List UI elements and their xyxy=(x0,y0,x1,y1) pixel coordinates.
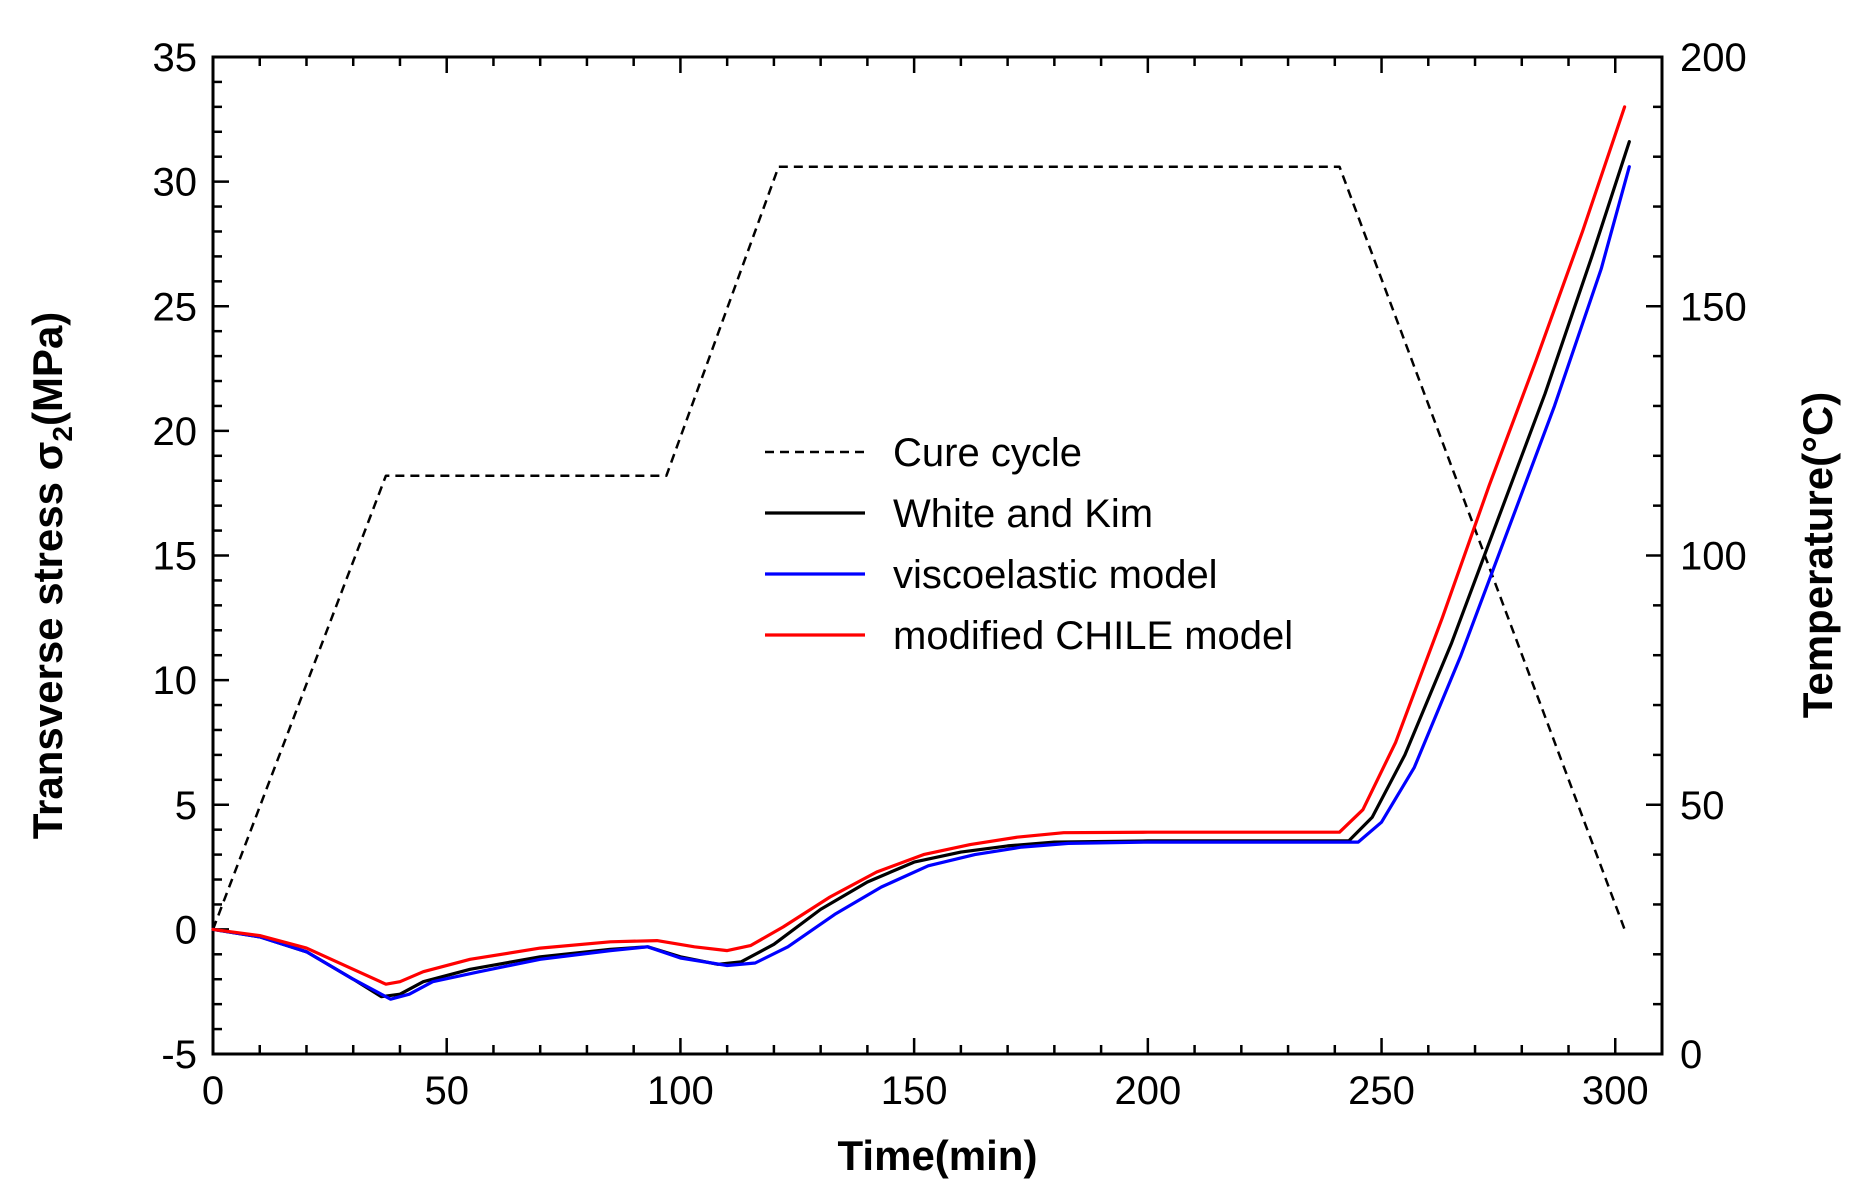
legend-label: viscoelastic model xyxy=(893,553,1218,597)
x-axis-title: Time(min) xyxy=(838,1132,1038,1179)
legend-label: White and Kim xyxy=(893,492,1153,536)
tick-labels: 0 50 100 150 200 250 300-505101520253035050100… xyxy=(153,36,1747,1113)
y-axis-title-suffix: (MPa) xyxy=(24,312,71,426)
series-line-modified-chile-model xyxy=(211,105,1627,986)
y-axis-title: Transverse stress σ2(MPa) xyxy=(24,312,78,840)
y2-tick-label: 100 xyxy=(1680,535,1747,579)
y2-tick-label: 0 xyxy=(1680,1033,1702,1077)
y-tick-label: 10 xyxy=(153,659,198,703)
tick-marks xyxy=(211,55,1664,1056)
y-tick-label: 35 xyxy=(153,36,198,80)
series-line-white-and-kim xyxy=(211,140,1631,999)
legend-label: Cure cycle xyxy=(893,431,1082,475)
y-tick-label: 30 xyxy=(153,161,198,205)
x-tick-label: 50 xyxy=(424,1069,469,1113)
y-axis-title-main: Transverse stress σ xyxy=(24,442,71,840)
y-tick-label: 0 xyxy=(175,908,197,952)
y-tick-label: -5 xyxy=(161,1033,197,1077)
y-tick-label: 15 xyxy=(153,535,198,579)
legend: Cure cycle White and Kim viscoelastic mode… xyxy=(765,431,1293,658)
y2-axis-title: Temperature(°C) xyxy=(1794,392,1841,718)
x-tick-label: 200 xyxy=(1114,1069,1181,1113)
legend-label: modified CHILE model xyxy=(893,614,1293,658)
x-tick-label: 250 xyxy=(1348,1069,1415,1113)
y2-tick-label: 50 xyxy=(1680,784,1725,828)
x-tick-label: 150 xyxy=(881,1069,948,1113)
y-tick-label: 25 xyxy=(153,285,198,329)
y-tick-label: 5 xyxy=(175,784,197,828)
x-tick-label: 100 xyxy=(647,1069,714,1113)
series-line-viscoelastic-model xyxy=(211,165,1631,1001)
x-tick-label: 300 xyxy=(1582,1069,1649,1113)
series-line-cure-cycle xyxy=(211,165,1626,930)
y2-tick-label: 200 xyxy=(1680,36,1747,80)
y-tick-label: 20 xyxy=(153,410,198,454)
y2-tick-label: 150 xyxy=(1680,285,1747,329)
series-layer xyxy=(211,105,1631,1001)
y-axis-title-subscript: 2 xyxy=(47,426,78,442)
x-tick-label: 0 xyxy=(202,1069,224,1113)
